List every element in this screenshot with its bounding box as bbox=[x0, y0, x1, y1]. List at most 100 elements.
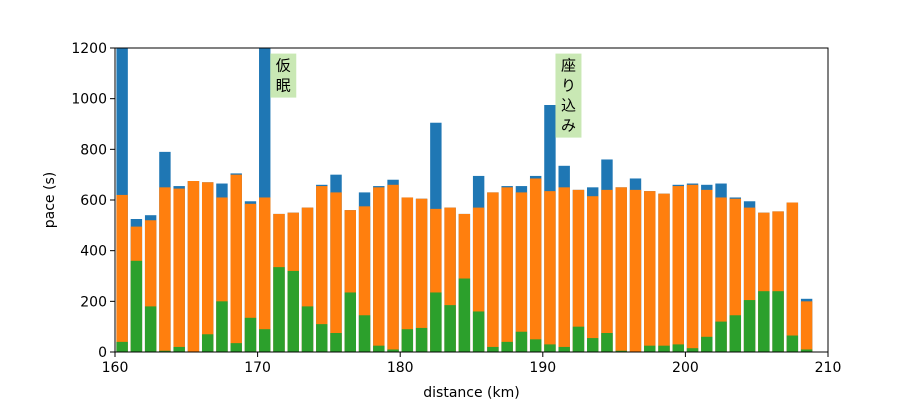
y-tick-label: 1000 bbox=[71, 92, 107, 108]
bar-series-2 bbox=[444, 207, 456, 352]
annotation-background bbox=[555, 53, 582, 138]
y-tick-label: 600 bbox=[80, 193, 107, 209]
bar-series-3 bbox=[615, 350, 627, 352]
bar-series-3 bbox=[544, 344, 556, 352]
bar-series-3 bbox=[216, 301, 228, 352]
bar-series-2 bbox=[358, 206, 371, 352]
annotation-text: 座 bbox=[561, 57, 576, 75]
bar-series-2 bbox=[629, 189, 642, 352]
bar-series-2 bbox=[558, 187, 570, 352]
y-tick-label: 800 bbox=[80, 142, 107, 158]
bar-series-3 bbox=[230, 343, 242, 352]
x-tick-label: 180 bbox=[387, 360, 414, 376]
bar-series-3 bbox=[201, 334, 214, 352]
bar-series-2 bbox=[387, 184, 399, 352]
annotation-text: 眠 bbox=[276, 77, 291, 95]
bar-series-3 bbox=[373, 345, 385, 352]
bar-series-2 bbox=[187, 181, 200, 352]
bar-series-2 bbox=[330, 192, 342, 352]
annotation-text: 仮 bbox=[276, 57, 291, 75]
bar-series-3 bbox=[786, 335, 799, 352]
x-tick-label: 170 bbox=[244, 360, 271, 376]
bar-series-2 bbox=[601, 189, 613, 352]
x-tick-label: 190 bbox=[529, 360, 556, 376]
x-tick-label: 200 bbox=[672, 360, 699, 376]
bar-series-2 bbox=[686, 184, 699, 352]
bar-series-3 bbox=[772, 291, 784, 352]
bar-series-2 bbox=[715, 197, 727, 352]
bar-series-3 bbox=[800, 349, 813, 352]
bar-series-2 bbox=[529, 178, 542, 352]
bar-series-2 bbox=[786, 202, 799, 352]
bar-series-3 bbox=[501, 341, 513, 352]
bar-series-2 bbox=[415, 198, 428, 352]
bar-series-3 bbox=[116, 341, 128, 352]
bar-series-2 bbox=[472, 207, 485, 352]
annotation-label: 仮眠 bbox=[270, 53, 297, 98]
bar-series-2 bbox=[800, 301, 813, 352]
bar-series-2 bbox=[159, 187, 171, 352]
y-tick-label: 1200 bbox=[71, 41, 107, 57]
bar-series-3 bbox=[644, 345, 656, 352]
annotation-text: 込 bbox=[561, 97, 576, 115]
bar-series-3 bbox=[472, 311, 485, 352]
bar-series-3 bbox=[701, 336, 713, 352]
bar-series-3 bbox=[273, 267, 285, 352]
bar-series-2 bbox=[401, 197, 414, 352]
bar-series-2 bbox=[701, 189, 713, 352]
y-tick-label: 0 bbox=[98, 345, 107, 361]
bar-series-2 bbox=[587, 196, 599, 352]
annotation-background bbox=[270, 53, 297, 98]
y-tick-label: 200 bbox=[80, 294, 107, 310]
bar-series-3 bbox=[358, 315, 371, 352]
bar-series-2 bbox=[173, 188, 185, 352]
bar-series-3 bbox=[244, 317, 257, 352]
bar-series-2 bbox=[259, 197, 271, 352]
bar-series-2 bbox=[244, 203, 257, 352]
bar-series-3 bbox=[415, 327, 428, 352]
bar-series-2 bbox=[544, 191, 556, 352]
bar-series-2 bbox=[430, 208, 442, 352]
bar-series-2 bbox=[301, 207, 314, 352]
bar-series-3 bbox=[430, 292, 442, 352]
bar-series-3 bbox=[401, 329, 414, 352]
bar-series-3 bbox=[173, 346, 185, 352]
bar-series-3 bbox=[144, 306, 157, 352]
bar-series-3 bbox=[387, 349, 399, 352]
bar-series-2 bbox=[515, 192, 528, 352]
bar-series-3 bbox=[658, 345, 670, 352]
axes-layer: 160 170 180 190 200 210 0 200 400 600 800 1000 1200 bbox=[71, 41, 841, 376]
bar-series-3 bbox=[758, 291, 770, 352]
bar-series-2 bbox=[615, 187, 627, 352]
bar-series-3 bbox=[301, 306, 314, 352]
bar-series-2 bbox=[572, 189, 585, 352]
bar-series-3 bbox=[529, 339, 542, 352]
bar-series-3 bbox=[444, 305, 456, 352]
bar-series-3 bbox=[159, 350, 171, 352]
y-tick-label: 400 bbox=[80, 244, 107, 260]
bar-series-2 bbox=[729, 198, 742, 352]
bar-series-3 bbox=[743, 300, 756, 352]
bar-series-2 bbox=[144, 220, 157, 352]
bar-series-2 bbox=[201, 182, 214, 352]
x-axis-label: distance (km) bbox=[423, 385, 519, 401]
bar-series-3 bbox=[259, 329, 271, 352]
bar-series-2 bbox=[658, 193, 670, 352]
bar-series-3 bbox=[330, 333, 342, 352]
bar-series-2 bbox=[758, 212, 770, 352]
bar-series-2 bbox=[644, 191, 656, 352]
bar-series-2 bbox=[487, 192, 499, 352]
bar-series-3 bbox=[715, 321, 727, 352]
bar-series-2 bbox=[373, 187, 385, 352]
bar-series-3 bbox=[686, 348, 699, 352]
bar-series-3 bbox=[487, 346, 499, 352]
y-axis-label: pace (s) bbox=[42, 172, 58, 228]
bar-series-3 bbox=[729, 315, 742, 352]
bars-layer bbox=[116, 48, 813, 352]
bar-series-2 bbox=[672, 186, 684, 352]
bar-series-2 bbox=[344, 210, 356, 352]
bar-series-3 bbox=[458, 278, 471, 352]
